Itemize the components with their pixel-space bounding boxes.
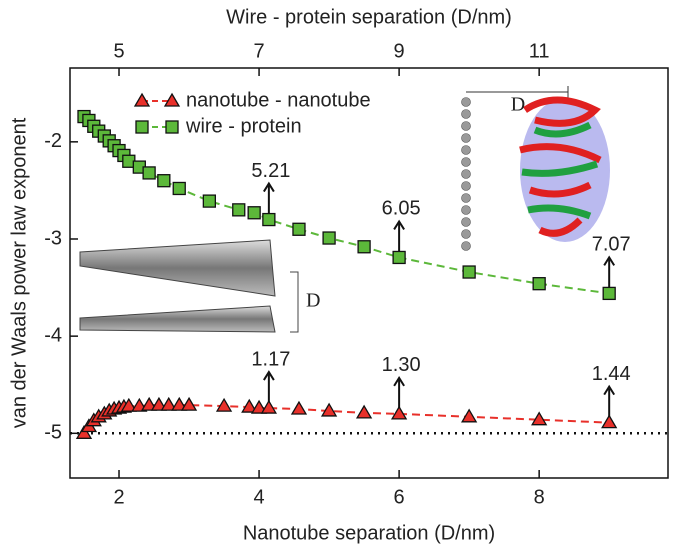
- y-tick-label: -4: [44, 324, 62, 346]
- data-point: [320, 402, 338, 417]
- data-point: [241, 398, 258, 413]
- x2-tick-label: 7: [254, 40, 265, 62]
- data-point: [171, 396, 188, 411]
- x-tick-label: 6: [394, 486, 405, 508]
- annotation-arrowhead: [393, 219, 405, 230]
- annotation-arrowhead: [263, 370, 275, 381]
- data-point: [172, 181, 186, 196]
- data-point: [532, 277, 546, 291]
- x2-tick-label: 5: [113, 40, 124, 62]
- data-point: [75, 425, 93, 439]
- annotation: 7.07: [592, 234, 631, 256]
- data-point: [202, 194, 216, 208]
- data-point: [157, 174, 171, 188]
- data-point: [322, 231, 336, 245]
- inset-label: D: [306, 290, 320, 312]
- data-point: [292, 222, 306, 236]
- annotation-arrowhead: [603, 384, 616, 396]
- x-axis-title: Nanotube separation (D/nm): [243, 522, 495, 544]
- data-point: [215, 397, 233, 412]
- y-axis-title: van der Waals power law exponent: [8, 117, 30, 428]
- legend-marker: [163, 92, 181, 107]
- inset-label: D: [511, 94, 525, 116]
- data-point: [290, 400, 308, 415]
- annotation-arrowhead: [603, 255, 616, 266]
- data-point: [142, 166, 156, 180]
- data-point: [180, 396, 198, 411]
- data-point: [140, 396, 158, 411]
- annotation-arrowhead: [263, 181, 275, 193]
- y-tick-label: -2: [44, 130, 62, 152]
- x-tick-label: 4: [254, 486, 265, 508]
- data-point: [250, 399, 268, 414]
- x-tick-label: 2: [113, 486, 124, 508]
- data-point: [355, 404, 373, 419]
- annotation: 1.44: [592, 363, 631, 385]
- legend-marker: [165, 120, 179, 134]
- data-point: [531, 411, 548, 426]
- x-tick-label: 8: [534, 486, 545, 508]
- legend-marker: [133, 92, 151, 107]
- protein-illustration: [461, 86, 610, 251]
- x2-tick-label: 9: [394, 40, 405, 62]
- legend-label: wire - protein: [185, 115, 302, 137]
- data-point: [357, 240, 371, 254]
- data-point: [262, 212, 276, 227]
- y-tick-label: -5: [44, 422, 62, 444]
- x2-axis-title: Wire - protein separation (D/nm): [226, 6, 512, 28]
- data-point: [160, 396, 177, 411]
- data-point: [120, 397, 137, 412]
- data-point: [461, 408, 478, 423]
- legend-marker: [135, 120, 149, 134]
- annotation: 1.30: [382, 354, 421, 376]
- y-tick-label: -3: [44, 227, 62, 249]
- data-point: [601, 414, 618, 429]
- data-point: [392, 250, 406, 265]
- annotation: 1.17: [251, 348, 290, 370]
- annotation: 5.21: [251, 160, 290, 182]
- legend-label: nanotube - nanotube: [186, 89, 371, 111]
- data-point: [232, 203, 246, 217]
- data-point: [247, 206, 261, 220]
- nanotube-illustration: [79, 239, 299, 333]
- x2-tick-label: 11: [529, 40, 550, 62]
- annotation: 6.05: [382, 198, 421, 220]
- data-point: [602, 286, 616, 301]
- data-point: [150, 396, 168, 411]
- data-point: [462, 265, 476, 279]
- data-point: [390, 405, 408, 420]
- data-point: [260, 399, 277, 414]
- annotation-arrowhead: [393, 375, 405, 387]
- plot-frame: [69, 67, 669, 479]
